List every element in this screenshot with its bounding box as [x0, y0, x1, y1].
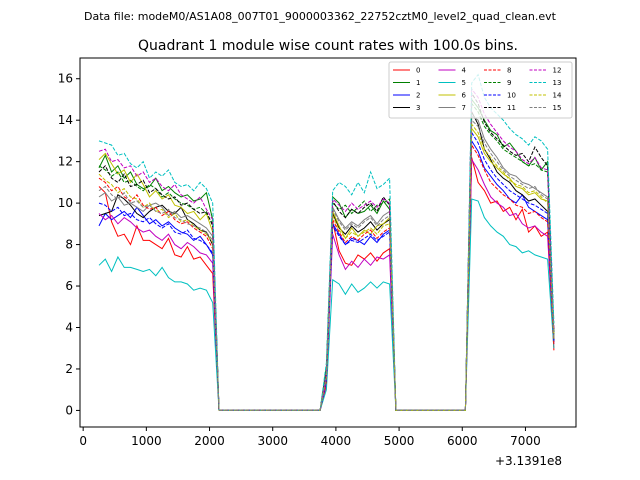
legend-label-4: 4	[462, 67, 467, 75]
series-line-5	[98, 198, 555, 411]
y-tick-label: 4	[65, 320, 73, 334]
y-tick-label: 14	[58, 113, 73, 127]
y-tick-label: 10	[58, 196, 73, 210]
legend-label-2: 2	[416, 92, 420, 100]
x-tick-label: 3000	[257, 434, 288, 448]
x-tick-label: 2000	[194, 434, 225, 448]
legend-label-12: 12	[553, 67, 562, 75]
x-tick-label: 7000	[510, 434, 541, 448]
legend-label-11: 11	[507, 104, 516, 112]
y-axis: 0 2 4 6 8 10 12 14 16	[58, 72, 80, 417]
x-tick-label: 0	[79, 434, 87, 448]
legend-label-0: 0	[416, 67, 420, 75]
y-tick-label: 0	[65, 403, 73, 417]
series-line-15	[98, 119, 555, 411]
legend-label-3: 3	[416, 104, 420, 112]
suptitle: Data file: modeM0/AS1A08_007T01_90000033…	[84, 10, 557, 23]
x-offset-label: +3.1391e8	[495, 454, 562, 468]
x-axis: 0 1000 2000 3000 4000 5000 6000 7000	[79, 427, 541, 448]
x-tick-label: 5000	[384, 434, 415, 448]
legend-label-8: 8	[507, 67, 511, 75]
y-tick-label: 16	[58, 72, 73, 86]
y-tick-label: 2	[65, 362, 73, 376]
x-tick-label: 6000	[447, 434, 478, 448]
x-tick-label: 1000	[131, 434, 162, 448]
legend-label-15: 15	[553, 104, 562, 112]
y-tick-label: 8	[65, 238, 73, 252]
axes-frame	[79, 57, 577, 428]
legend-label-7: 7	[462, 104, 466, 112]
y-tick-label: 6	[65, 279, 73, 293]
legend-label-13: 13	[553, 79, 562, 87]
legend-label-9: 9	[507, 79, 511, 87]
legend-label-10: 10	[507, 92, 516, 100]
legend-box	[388, 61, 573, 119]
legend-label-5: 5	[462, 79, 466, 87]
legend-label-6: 6	[462, 92, 467, 100]
legend-label-14: 14	[553, 92, 562, 100]
chart-title: Quadrant 1 module wise count rates with …	[138, 38, 518, 54]
y-tick-label: 12	[58, 155, 73, 169]
legend-label-1: 1	[416, 79, 420, 87]
x-tick-label: 4000	[321, 434, 352, 448]
